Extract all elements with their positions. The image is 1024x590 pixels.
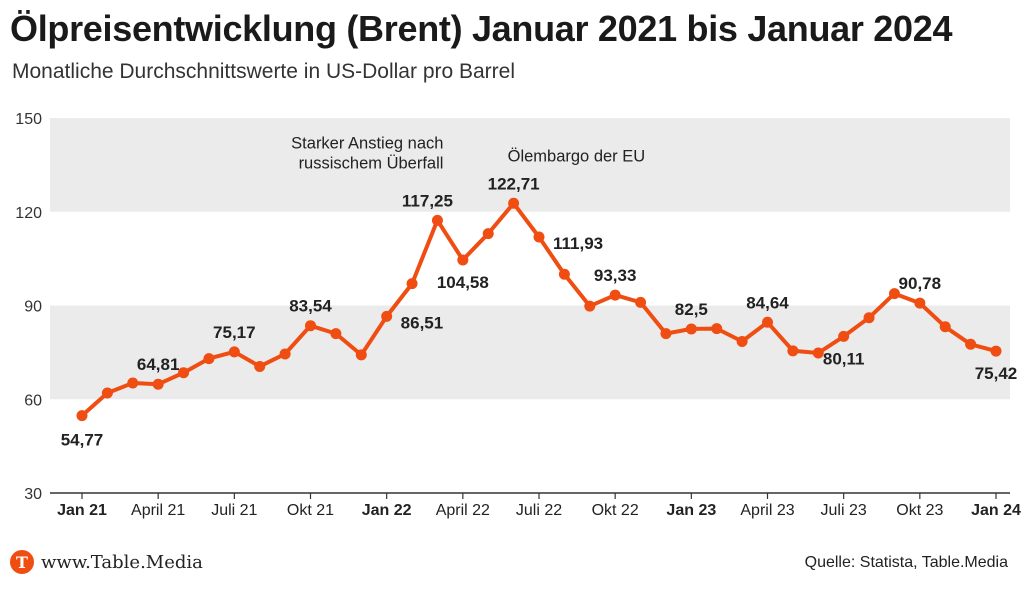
data-label: 75,17 [213,323,256,342]
data-label: 90,78 [899,274,942,293]
data-point [787,345,799,357]
data-point [330,328,342,340]
annotation-text: Starker Anstieg nach [291,134,443,152]
data-label: 80,11 [823,349,865,368]
data-point [355,349,367,361]
y-tick-label: 90 [24,299,42,316]
data-point [203,353,215,365]
x-tick-label: Okt 22 [592,502,639,519]
y-tick-label: 30 [24,486,42,503]
data-point [508,197,520,209]
data-point [660,328,672,340]
data-point [558,268,570,280]
data-point [228,346,240,358]
x-tick-label: Juli 21 [211,502,257,519]
chart-subtitle: Monatliche Durchschnittswerte in US-Doll… [12,60,516,83]
x-tick-label: Okt 23 [896,502,943,519]
y-tick-label: 150 [15,111,42,128]
data-label: 104,58 [437,273,489,292]
data-point [762,316,773,328]
data-point [888,288,900,300]
data-point [279,348,291,360]
data-point [381,310,393,322]
data-label: 64,81 [137,355,180,374]
data-point [685,323,697,335]
footer-brand: T www.Table.Media [10,550,203,574]
data-point [482,228,494,240]
data-point [635,296,647,308]
x-tick-label: Jan 23 [666,502,716,519]
y-tick-label: 60 [24,392,42,409]
x-tick-label: Jan 22 [362,502,412,519]
table-media-logo-icon: T [10,550,34,574]
data-point [457,254,469,266]
data-point [254,360,266,372]
data-label: 122,71 [488,174,540,193]
data-label: 54,77 [61,431,104,450]
data-point [127,377,139,389]
x-tick-label: April 22 [436,502,490,519]
data-point [711,323,723,335]
annotation-text: Ölembargo der EU [508,147,646,165]
data-label: 83,54 [289,297,332,316]
data-point [838,330,850,342]
shaded-band [50,305,1010,400]
data-point [939,321,951,333]
data-point [812,347,824,359]
site-name: www.Table.Media [41,551,203,573]
data-point [305,320,316,332]
data-label: 93,33 [594,266,637,285]
data-label: 75,42 [975,364,1018,383]
data-point [965,338,977,350]
y-tick-label: 120 [15,205,42,222]
source-note: Quelle: Statista, Table.Media [804,554,1008,571]
data-point [990,345,1002,357]
x-tick-label: April 21 [131,502,185,519]
data-point [152,378,164,390]
shaded-band [50,118,1010,212]
data-point [736,335,748,347]
annotation-text: russischem Überfall [299,154,444,172]
data-point [406,278,418,290]
data-point [431,214,443,226]
x-tick-label: Juli 22 [516,502,562,519]
x-tick-label: Okt 21 [287,502,334,519]
data-point [178,367,190,379]
data-point [863,312,875,324]
data-label: 111,93 [553,234,603,253]
data-label: 84,64 [746,293,789,312]
x-tick-label: Juli 23 [821,502,867,519]
data-point [101,387,113,399]
chart-title: Ölpreisentwicklung (Brent) Januar 2021 b… [10,8,953,49]
data-label: 117,25 [402,191,453,210]
data-point [609,289,621,301]
x-tick-label: April 23 [740,502,794,519]
data-label: 86,51 [401,313,444,332]
data-point [533,231,545,243]
data-point [584,300,596,312]
data-point [914,297,926,309]
data-label: 82,5 [675,300,708,319]
x-tick-label: Jan 21 [57,502,107,519]
data-point [76,410,88,422]
x-tick-label: Jan 24 [971,502,1021,519]
